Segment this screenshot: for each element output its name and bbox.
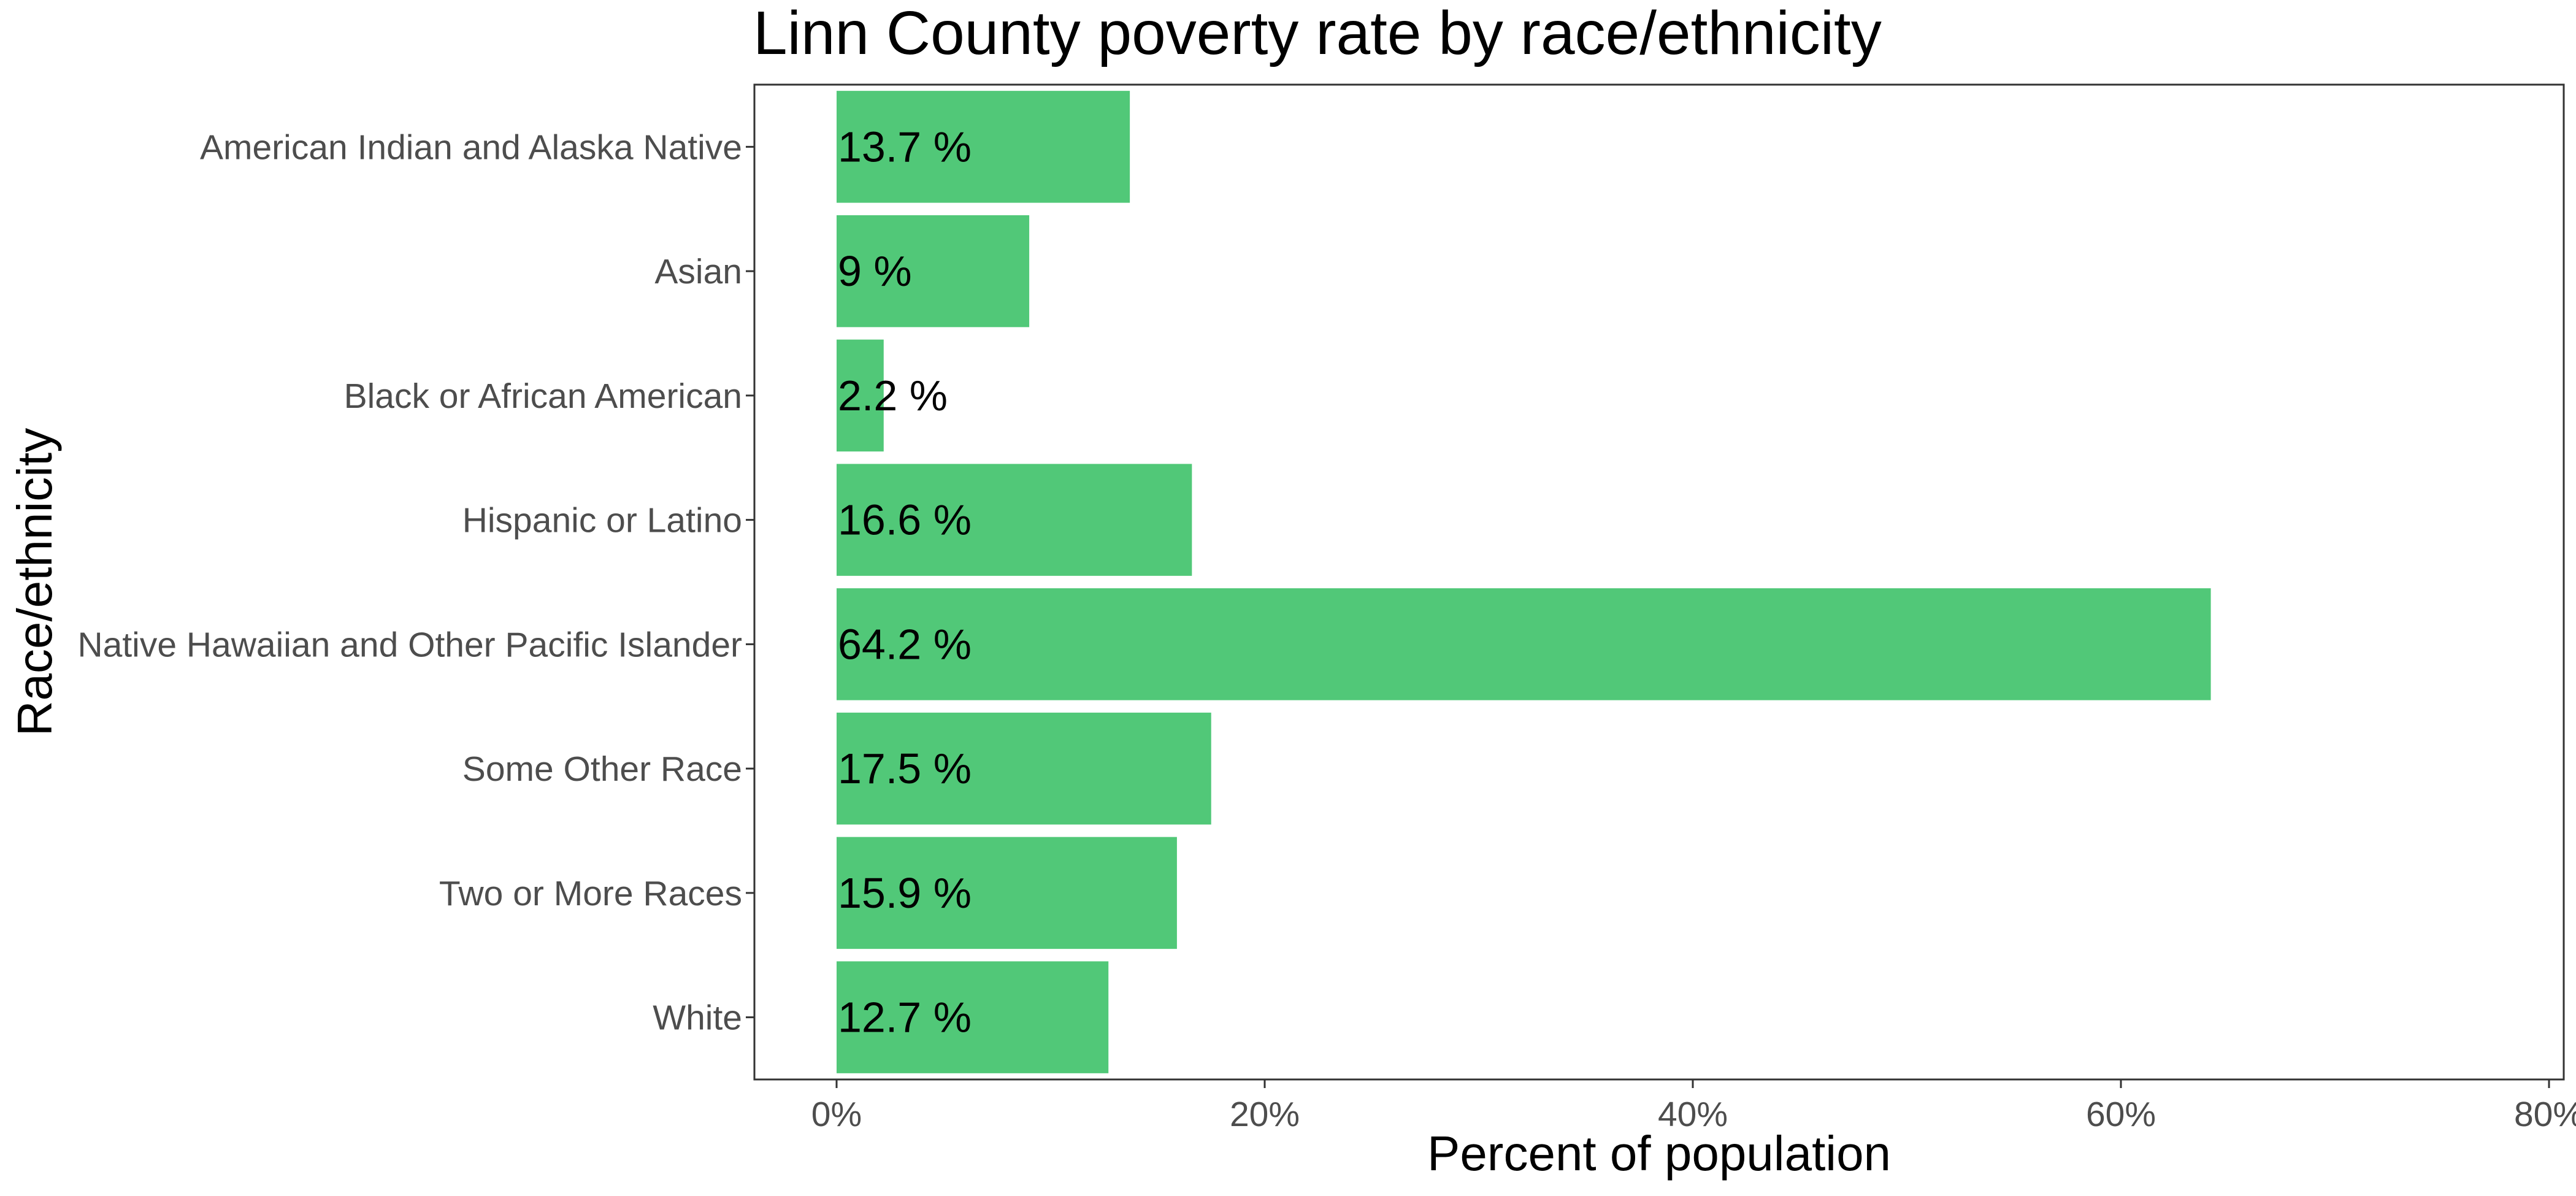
category-label: Asian [654,252,742,291]
category-label: White [653,999,742,1038]
x-tick-label: 0% [811,1095,862,1134]
x-tick-label: 80% [2514,1095,2576,1134]
category-label: Black or African American [344,377,742,416]
y-axis: American Indian and Alaska Native Asian Bl… [77,128,754,1038]
bar-value-label: 16.6 % [838,496,972,544]
bar-value-label: 17.5 % [838,745,972,792]
bar [837,215,1030,328]
bar-value-label: 12.7 % [838,994,972,1041]
category-label: American Indian and Alaska Native [200,128,742,167]
y-axis-title: Race/ethnicity [7,428,62,736]
category-label: Native Hawaiian and Other Pacific Island… [77,625,742,664]
bar-value-label: 13.7 % [838,123,972,171]
bar [837,91,1130,203]
category-label: Two or More Races [439,874,742,913]
bar [837,464,1192,576]
bar [837,837,1177,949]
x-axis: 0% 20% 40% 60% 80% [811,1079,2576,1134]
x-tick-label: 60% [2086,1095,2156,1134]
bar-value-label: 9 % [838,247,912,295]
bar-value-label: 15.9 % [838,869,972,917]
bar [837,339,884,452]
x-tick-label: 40% [1658,1095,1728,1134]
plot-panel-border [753,83,2565,1081]
category-label: Hispanic or Latino [462,501,742,540]
bar [837,961,1109,1073]
x-tick-label: 20% [1230,1095,1300,1134]
chart-title: Linn County poverty rate by race/ethnici… [753,0,1882,67]
bars-layer: 13.7 % 9 % 2.2 % 16.6 % 64.2 % 17.5 % 15.9 % 12… [837,91,2211,1073]
category-label: Some Other Race [462,749,742,789]
bar-value-label: 64.2 % [838,620,972,668]
bar [837,588,2211,700]
bar-value-label: 2.2 % [838,372,948,420]
bar [837,712,1211,825]
x-axis-title: Percent of population [1427,1126,1891,1181]
